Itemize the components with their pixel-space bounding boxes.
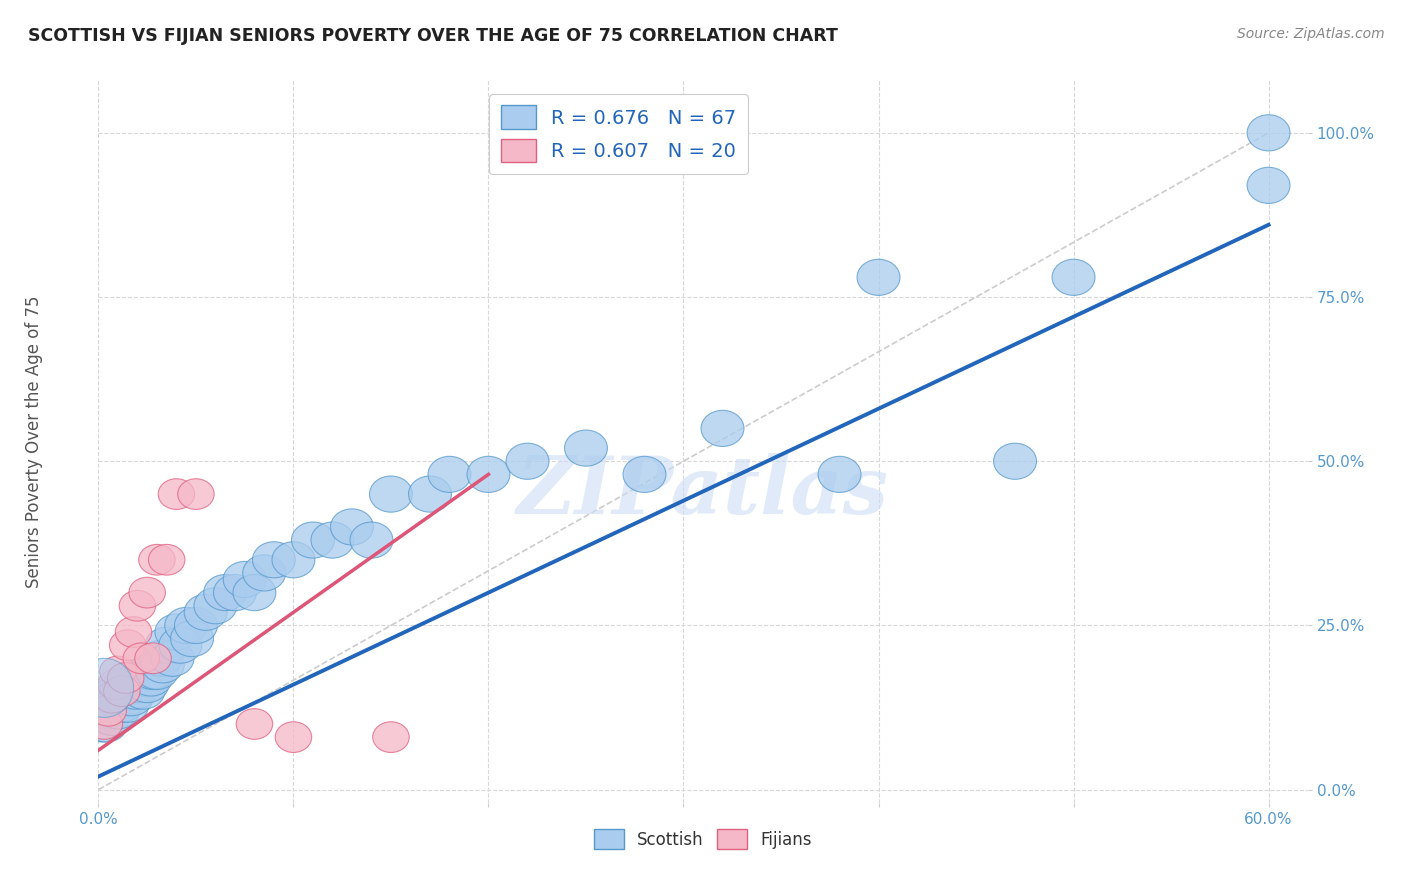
Ellipse shape <box>114 673 157 709</box>
Ellipse shape <box>125 666 169 703</box>
Ellipse shape <box>506 443 548 479</box>
Ellipse shape <box>427 457 471 492</box>
Ellipse shape <box>84 706 128 742</box>
Ellipse shape <box>330 508 374 545</box>
Ellipse shape <box>104 676 141 706</box>
Ellipse shape <box>87 686 129 723</box>
Ellipse shape <box>174 607 218 643</box>
Text: SCOTTISH VS FIJIAN SENIORS POVERTY OVER THE AGE OF 75 CORRELATION CHART: SCOTTISH VS FIJIAN SENIORS POVERTY OVER … <box>28 27 838 45</box>
Ellipse shape <box>110 630 146 660</box>
Ellipse shape <box>107 666 149 703</box>
Ellipse shape <box>271 541 315 578</box>
Ellipse shape <box>110 680 153 715</box>
Ellipse shape <box>89 680 132 715</box>
Ellipse shape <box>1247 168 1291 203</box>
Ellipse shape <box>170 621 214 657</box>
Ellipse shape <box>120 591 156 621</box>
Ellipse shape <box>115 616 152 648</box>
Ellipse shape <box>159 627 202 664</box>
Ellipse shape <box>135 653 179 690</box>
Ellipse shape <box>1247 115 1291 151</box>
Ellipse shape <box>124 660 167 696</box>
Ellipse shape <box>224 561 266 598</box>
Ellipse shape <box>145 627 188 664</box>
Ellipse shape <box>233 574 276 611</box>
Ellipse shape <box>120 666 163 703</box>
Ellipse shape <box>98 669 134 700</box>
Ellipse shape <box>107 686 149 723</box>
Ellipse shape <box>150 640 194 676</box>
Ellipse shape <box>311 522 354 558</box>
Ellipse shape <box>104 680 148 715</box>
Text: Source: ZipAtlas.com: Source: ZipAtlas.com <box>1237 27 1385 41</box>
Ellipse shape <box>90 699 134 736</box>
Ellipse shape <box>623 457 666 492</box>
Text: ZIPatlas: ZIPatlas <box>517 453 889 531</box>
Ellipse shape <box>818 457 860 492</box>
Ellipse shape <box>243 555 285 591</box>
Ellipse shape <box>135 643 172 673</box>
Ellipse shape <box>98 680 142 715</box>
Legend: Scottish, Fijians: Scottish, Fijians <box>588 822 818 856</box>
Ellipse shape <box>108 673 150 709</box>
Ellipse shape <box>565 430 607 467</box>
Ellipse shape <box>122 673 165 709</box>
Ellipse shape <box>112 666 155 703</box>
Ellipse shape <box>82 706 124 742</box>
Ellipse shape <box>159 479 194 509</box>
Ellipse shape <box>115 666 159 703</box>
Ellipse shape <box>129 660 173 696</box>
Ellipse shape <box>177 479 214 509</box>
Ellipse shape <box>142 647 184 683</box>
Ellipse shape <box>291 522 335 558</box>
Ellipse shape <box>97 673 139 709</box>
Ellipse shape <box>93 686 135 723</box>
Ellipse shape <box>276 722 312 753</box>
Ellipse shape <box>75 658 134 717</box>
Ellipse shape <box>97 693 139 729</box>
Ellipse shape <box>184 594 228 631</box>
Ellipse shape <box>107 663 143 693</box>
Ellipse shape <box>214 574 256 611</box>
Ellipse shape <box>129 577 166 608</box>
Ellipse shape <box>194 588 236 624</box>
Ellipse shape <box>155 614 198 650</box>
Ellipse shape <box>86 708 122 739</box>
Ellipse shape <box>139 544 176 575</box>
Ellipse shape <box>83 693 125 729</box>
Ellipse shape <box>409 476 451 512</box>
Ellipse shape <box>103 673 145 709</box>
Ellipse shape <box>467 457 510 492</box>
Ellipse shape <box>90 696 127 726</box>
Y-axis label: Seniors Poverty Over the Age of 75: Seniors Poverty Over the Age of 75 <box>25 295 42 588</box>
Ellipse shape <box>100 657 136 687</box>
Ellipse shape <box>370 476 412 512</box>
Ellipse shape <box>1052 260 1095 295</box>
Ellipse shape <box>253 541 295 578</box>
Ellipse shape <box>118 660 160 696</box>
Ellipse shape <box>858 260 900 295</box>
Ellipse shape <box>350 522 392 558</box>
Ellipse shape <box>702 410 744 447</box>
Ellipse shape <box>204 574 246 611</box>
Ellipse shape <box>94 682 131 713</box>
Ellipse shape <box>373 722 409 753</box>
Ellipse shape <box>149 544 186 575</box>
Ellipse shape <box>124 643 159 673</box>
Ellipse shape <box>128 653 170 690</box>
Ellipse shape <box>139 640 183 676</box>
Ellipse shape <box>994 443 1036 479</box>
Ellipse shape <box>165 607 208 643</box>
Ellipse shape <box>87 693 129 729</box>
Ellipse shape <box>132 653 174 690</box>
Ellipse shape <box>94 680 138 715</box>
Ellipse shape <box>100 686 143 723</box>
Ellipse shape <box>236 708 273 739</box>
